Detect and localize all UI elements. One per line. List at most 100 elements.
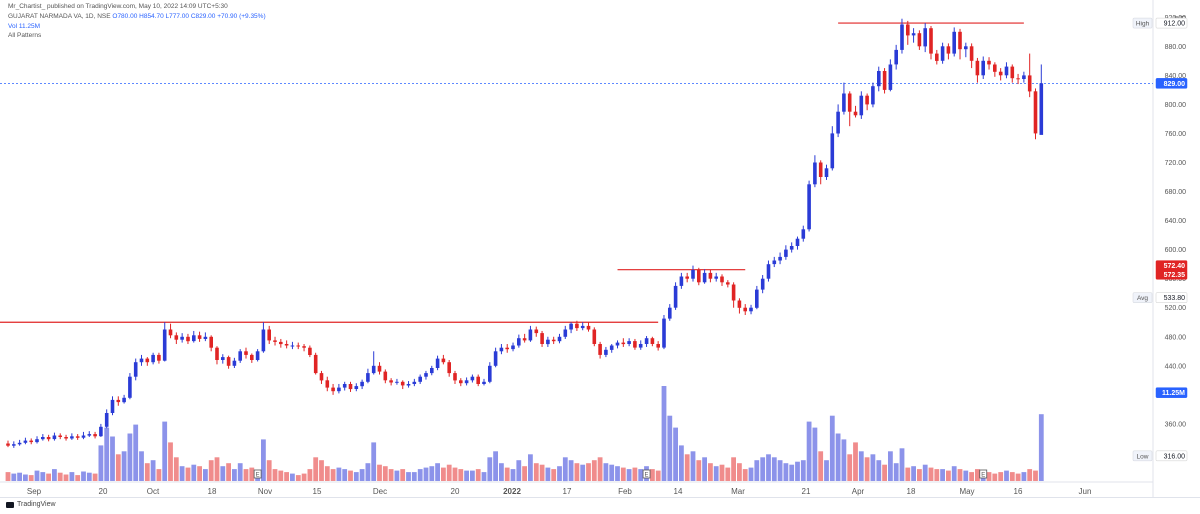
candle-body[interactable] [197,335,202,339]
candle-body[interactable] [354,386,359,389]
candle-body[interactable] [702,272,707,283]
candle-body[interactable] [395,381,399,383]
candle-body[interactable] [482,381,486,384]
candle-body[interactable] [1004,66,1009,76]
candle-body[interactable] [627,341,631,344]
candle-body[interactable] [940,46,945,61]
candle-body[interactable] [551,339,556,342]
candle-body[interactable] [308,347,312,355]
candle-body[interactable] [488,365,492,382]
candle-body[interactable] [313,354,318,374]
candle-body[interactable] [859,95,864,116]
candle-body[interactable] [284,344,289,346]
candle-body[interactable] [290,345,295,347]
candle-body[interactable] [302,346,306,348]
candle-body[interactable] [400,381,405,386]
candle-body[interactable] [923,28,927,47]
candle-body[interactable] [697,270,701,283]
candle-body[interactable] [900,24,904,50]
candle-body[interactable] [906,24,910,36]
candle-body[interactable] [325,380,330,388]
candle-body[interactable] [511,345,515,350]
candle-body[interactable] [162,329,167,361]
candle-body[interactable] [911,33,916,36]
earnings-mark[interactable] [642,469,651,479]
candle-body[interactable] [615,342,620,346]
candle-body[interactable] [267,329,271,341]
candle-body[interactable] [755,289,759,308]
candle-body[interactable] [807,184,811,230]
candle-body[interactable] [366,373,370,382]
candle-body[interactable] [157,354,161,361]
candle-body[interactable] [964,46,968,50]
candle-body[interactable] [180,336,184,340]
candle-body[interactable] [244,351,248,355]
candle-body[interactable] [232,360,237,366]
candle-body[interactable] [917,33,922,47]
candle-body[interactable] [476,376,480,384]
candle-body[interactable] [377,365,382,372]
candle-body[interactable] [621,342,626,345]
candle-body[interactable] [46,437,51,440]
candle-body[interactable] [23,440,28,443]
candle-body[interactable] [720,276,724,283]
candle-body[interactable] [412,381,417,384]
candle-body[interactable] [348,384,353,390]
candle-body[interactable] [778,256,782,261]
candle-body[interactable] [638,344,643,348]
candle-body[interactable] [731,284,736,301]
candle-body[interactable] [12,444,16,446]
candle-body[interactable] [29,440,33,443]
candle-body[interactable] [128,376,132,398]
candle-body[interactable] [668,307,672,319]
candle-body[interactable] [75,436,80,438]
candle-body[interactable] [824,168,829,177]
candle-body[interactable] [470,376,475,381]
candle-body[interactable] [122,397,126,403]
candle-body[interactable] [586,325,591,330]
candle-body[interactable] [70,436,74,439]
candle-body[interactable] [563,329,568,337]
candle-body[interactable] [975,60,980,76]
candle-body[interactable] [331,387,335,392]
candle-body[interactable] [813,162,817,185]
candle-body[interactable] [174,335,179,340]
candle-body[interactable] [104,413,109,427]
candle-body[interactable] [726,282,730,285]
candle-body[interactable] [662,318,666,348]
candle-body[interactable] [261,329,266,352]
candle-body[interactable] [505,347,509,350]
candle-body[interactable] [319,373,324,381]
candle-body[interactable] [499,347,504,352]
candle-body[interactable] [557,336,562,342]
candle-body[interactable] [569,323,573,330]
candle-body[interactable] [133,362,138,377]
candle-body[interactable] [540,333,544,344]
candle-body[interactable] [1033,91,1038,134]
candle-body[interactable] [842,93,846,112]
candle-body[interactable] [209,336,213,348]
candle-body[interactable] [1016,78,1020,80]
candle-body[interactable] [737,300,742,308]
candle-body[interactable] [371,365,376,374]
candle-body[interactable] [592,329,597,345]
candle-body[interactable] [575,323,579,329]
candle-body[interactable] [650,338,655,344]
candle-body[interactable] [987,60,991,65]
candle-body[interactable] [760,278,765,290]
candle-body[interactable] [81,435,86,438]
candle-body[interactable] [598,344,602,355]
candle-body[interactable] [493,351,498,366]
candle-body[interactable] [546,339,550,345]
candle-body[interactable] [795,238,800,246]
candle-body[interactable] [145,358,150,363]
candle-body[interactable] [685,276,689,279]
candle-body[interactable] [430,368,434,374]
candle-body[interactable] [801,229,806,239]
candle-body[interactable] [679,276,684,286]
candle-body[interactable] [830,133,835,169]
candle-body[interactable] [784,249,788,257]
candle-body[interactable] [418,376,422,382]
candle-body[interactable] [250,354,254,360]
candle-body[interactable] [337,387,341,392]
